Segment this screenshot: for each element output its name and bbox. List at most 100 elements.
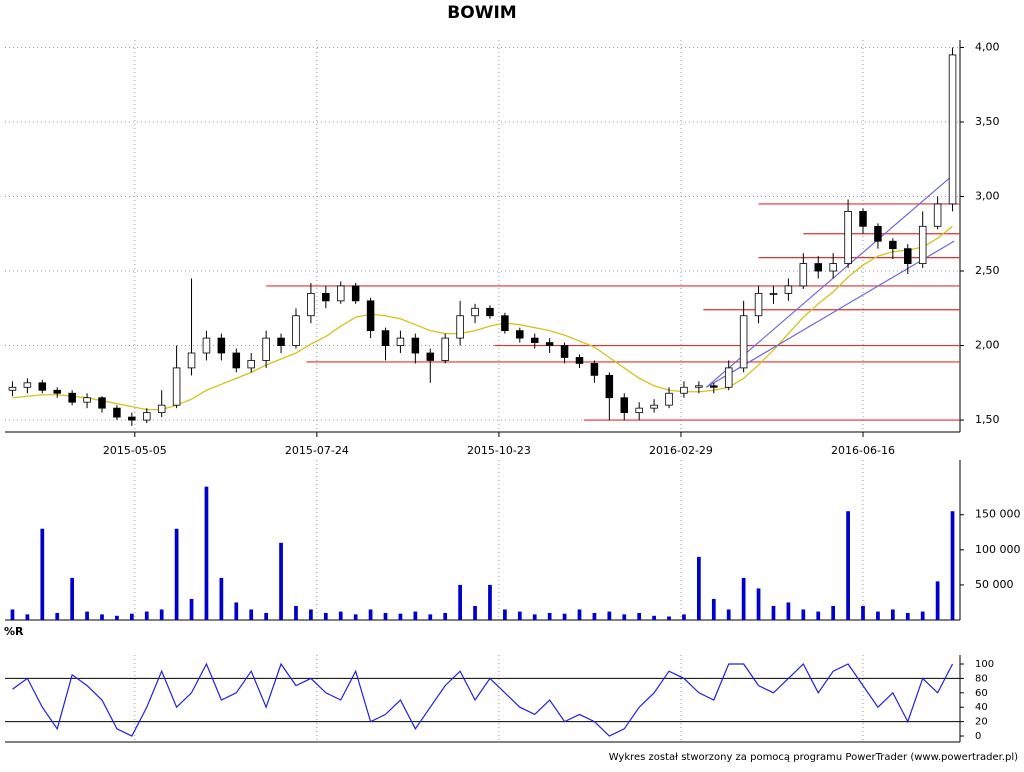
volume-bar — [443, 612, 448, 620]
volume-bar — [786, 602, 791, 620]
volume-bar — [383, 612, 388, 620]
candle-body — [635, 407, 643, 414]
volume-bar — [905, 612, 910, 620]
candle-body — [486, 307, 494, 317]
volume-bar — [368, 609, 373, 620]
y-tick-label: 100 000 — [975, 543, 1021, 556]
volume-bar — [219, 577, 224, 620]
volume-bar — [532, 614, 537, 620]
candle-body — [874, 225, 882, 242]
candle-body — [98, 397, 106, 409]
volume-bar — [129, 613, 134, 620]
volume-bar — [637, 612, 642, 620]
candle-body — [396, 337, 405, 346]
volume-bar — [562, 613, 567, 620]
candle-body — [128, 416, 136, 421]
volume-bar — [144, 611, 149, 620]
candle-body — [23, 382, 32, 388]
volume-bar — [174, 528, 179, 620]
y-tick-label: 2,50 — [975, 264, 1000, 277]
volume-bar — [458, 584, 462, 620]
candle-body — [918, 225, 927, 264]
candle-body — [441, 337, 449, 361]
candle-body — [113, 407, 121, 418]
candle-body — [784, 285, 793, 294]
candle-body — [157, 404, 166, 414]
candle-body — [8, 386, 17, 391]
candle-body — [904, 248, 912, 264]
candle-body — [605, 374, 614, 399]
volume-bar — [756, 588, 761, 620]
x-tick-label: 2015-10-23 — [467, 444, 531, 457]
volume-bar — [353, 614, 358, 620]
volume-bar — [711, 598, 716, 620]
volume-bar — [338, 611, 343, 620]
candle-body — [143, 412, 151, 421]
candle-body — [172, 367, 181, 406]
indicator-title: %R — [4, 625, 24, 638]
candle-body — [38, 382, 47, 391]
candle-body — [769, 292, 778, 295]
candle-body — [680, 386, 688, 394]
candle-body — [844, 211, 852, 264]
volume-bar — [100, 614, 104, 620]
candle-body — [590, 363, 599, 376]
candle-body — [277, 337, 285, 346]
volume-bar — [950, 511, 955, 620]
candle-body — [351, 285, 360, 302]
candle-body — [530, 337, 539, 343]
volume-bar — [473, 605, 477, 620]
volume-bar — [697, 556, 701, 620]
volume-bar — [920, 611, 925, 620]
candle-body — [695, 385, 703, 388]
volume-bar — [189, 598, 194, 620]
volume-bar — [413, 611, 418, 620]
y-tick-label: 2,00 — [975, 339, 1000, 352]
y-tick-label: 0 — [975, 731, 981, 742]
volume-bar — [234, 602, 239, 620]
y-tick-label: 150 000 — [975, 508, 1021, 521]
x-tick-label: 2016-02-29 — [649, 444, 713, 457]
volume-bar — [667, 616, 671, 620]
candle-body — [859, 211, 867, 227]
y-tick-label: 50 000 — [975, 578, 1014, 591]
volume-bar — [70, 577, 75, 620]
candle-body — [247, 360, 255, 369]
candle-body — [665, 392, 673, 406]
candle-body — [814, 263, 822, 272]
y-tick-label: 80 — [975, 673, 988, 684]
volume-bar — [309, 609, 313, 620]
candle-body — [232, 352, 241, 369]
volume-bar — [503, 609, 507, 620]
candle-body — [53, 389, 61, 394]
volume-bar — [861, 605, 865, 620]
x-tick-label: 2016-06-16 — [831, 444, 895, 457]
candle-body — [322, 292, 330, 302]
candle-body — [545, 342, 554, 346]
candle-body — [933, 203, 942, 227]
candle-body — [336, 285, 345, 302]
volume-bar — [547, 612, 552, 620]
candle-body — [799, 263, 808, 287]
volume-bar — [264, 612, 268, 620]
candle-body — [217, 337, 226, 354]
candle-body — [575, 357, 584, 364]
candle-body — [381, 330, 390, 346]
indicator-line — [12, 662, 954, 737]
y-tick-label: 40 — [975, 702, 988, 713]
volume-bar — [607, 611, 612, 620]
footer: Wykres został stworzony za pomocą progra… — [609, 752, 1018, 763]
candle-body — [411, 337, 420, 354]
candle-body — [501, 315, 509, 332]
candle-body — [83, 397, 91, 403]
volume-bar — [726, 609, 731, 620]
volume-bar — [846, 511, 850, 620]
candle-body — [187, 352, 196, 369]
y-tick-label: 100 — [975, 659, 994, 670]
volume-bar — [428, 614, 433, 620]
volume-bar — [488, 584, 492, 620]
candle-body — [620, 397, 629, 414]
candle-body — [829, 263, 837, 272]
volume-bar — [652, 615, 656, 620]
volume-bar — [577, 609, 582, 620]
